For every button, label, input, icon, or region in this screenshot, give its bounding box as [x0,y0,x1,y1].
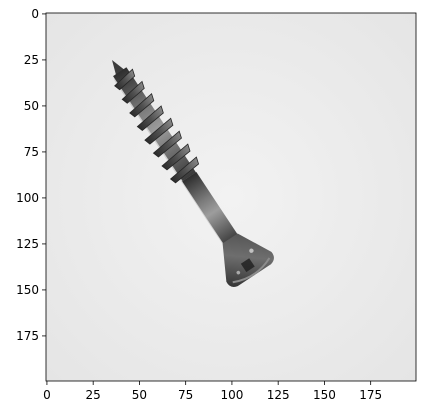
y-tick-label: 0 [31,7,39,21]
screw-thread [114,68,136,91]
screw-thread [129,93,155,118]
y-tick-label: 100 [16,191,39,205]
x-tick-label: 50 [132,388,147,402]
x-tick-label: 75 [178,388,193,402]
screw-thread [136,105,164,131]
x-tick-label: 175 [359,388,382,402]
x-axis: 0 25 50 75 100 125 150 175 [43,381,382,402]
x-tick-label: 150 [313,388,336,402]
y-tick-label: 125 [16,237,39,251]
y-tick-label: 50 [24,99,39,113]
plot-frame [45,12,417,382]
screw-drive-recess [240,258,255,273]
screw-smooth-shank [182,172,240,247]
photo-area [46,13,416,381]
screw-thread [121,80,145,104]
y-tick-label: 175 [16,329,39,343]
x-tick-label: 25 [86,388,101,402]
photo-background [46,13,416,381]
x-tick-label: 100 [220,388,243,402]
x-tick-label: 125 [267,388,290,402]
screw-thread [161,143,191,171]
screw-threads [114,68,200,184]
x-tick-label: 0 [43,388,51,402]
screw-thread [152,130,182,158]
screw-thread [144,117,174,145]
y-tick-label: 150 [16,283,39,297]
screw-photo [112,60,274,287]
screw-thread [169,156,200,184]
y-axis: 0 25 50 75 100 125 150 175 [16,7,46,343]
y-tick-label: 75 [24,145,39,159]
y-tick-label: 25 [24,53,39,67]
